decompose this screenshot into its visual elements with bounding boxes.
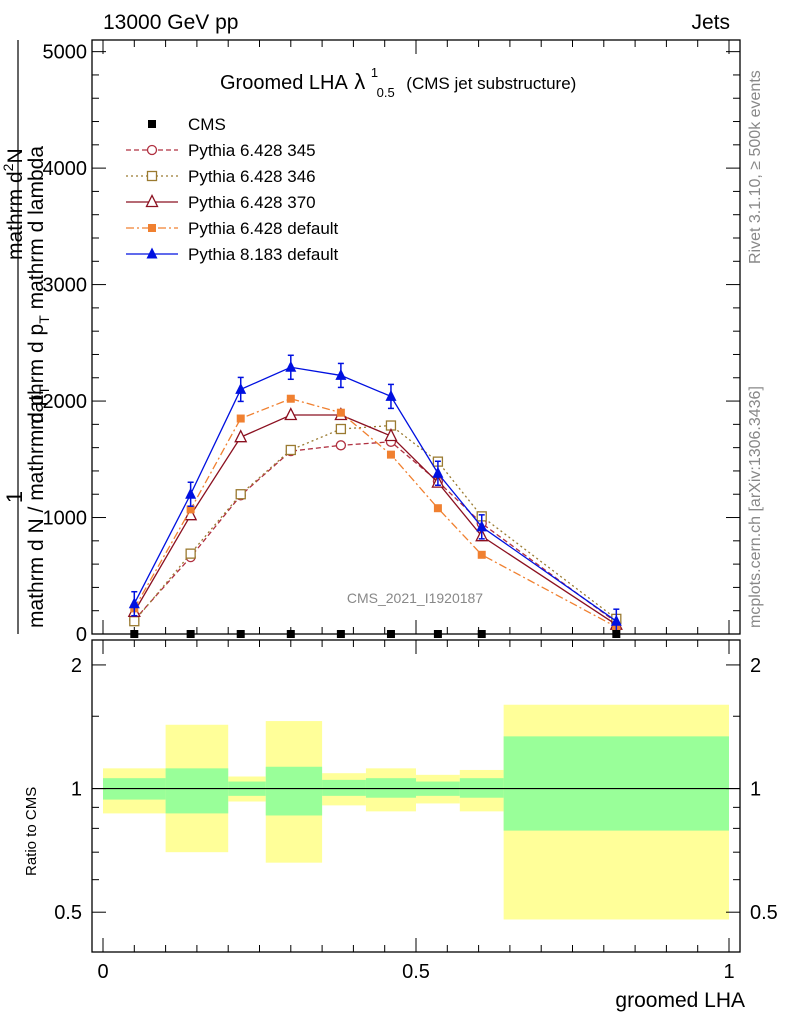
data-point	[335, 440, 347, 451]
legend-marker	[148, 224, 156, 232]
y-axis-denominator-right: mathrm d pT mathrm d lambda	[25, 146, 52, 430]
ratio-tick-label-left: 2	[71, 655, 82, 677]
ratio-band-inner	[165, 768, 229, 814]
legend-label-cms: CMS	[188, 115, 226, 134]
legend-marker	[146, 144, 158, 156]
data-point	[385, 389, 397, 401]
data-point	[185, 487, 197, 499]
legend-item-pythia-6-428-default: Pythia 6.428 default	[126, 219, 339, 238]
ratio-band-inner	[459, 778, 504, 798]
x-tick-label: 1	[723, 961, 734, 983]
ratio-band-inner	[365, 778, 416, 798]
y-axis-denominator: mathrm d N / mathrm d pT	[25, 386, 52, 628]
ratio-tick-label-right: 2	[750, 655, 761, 677]
data-point	[236, 414, 245, 423]
y-tick-label: 5000	[43, 42, 88, 64]
legend-label: Pythia 6.428 346	[188, 167, 316, 186]
data-point	[128, 597, 140, 609]
ratio-band-inner	[265, 766, 323, 816]
ratio-axis-title: Ratio to CMS	[23, 787, 40, 876]
y-axis-numerator: 1	[2, 491, 27, 503]
legend-label: Pythia 8.183 default	[188, 245, 339, 264]
legend-marker	[146, 247, 158, 259]
data-point	[432, 466, 444, 478]
y-tick-label: 0	[76, 624, 87, 646]
legend-marker	[146, 170, 158, 182]
y-tick-label: 3000	[43, 275, 88, 297]
data-point	[286, 394, 295, 403]
x-tick-label: 0.5	[402, 961, 430, 983]
chart-title: Groomed LHA λ 1 0.5 (CMS jet substructur…	[220, 60, 576, 102]
legend-item-pythia-8-183-default: Pythia 8.183 default	[126, 245, 339, 264]
legend-item-cms: CMS	[148, 115, 226, 134]
y-axis-numerator-right: mathrm d2N	[0, 148, 27, 260]
mcplots-label: mcplots.cern.ch [arXiv:1306.3436]	[747, 386, 764, 628]
data-point	[610, 614, 622, 626]
ratio-tick-label-left: 1	[71, 779, 82, 801]
data-point	[284, 407, 298, 421]
y-tick-label: 2000	[43, 391, 88, 413]
series-pythia-8-183-default	[128, 354, 622, 634]
data-point	[285, 360, 297, 372]
data-point	[129, 616, 140, 627]
legend-item-pythia-6-428-346: Pythia 6.428 346	[126, 167, 316, 186]
data-point	[186, 505, 195, 514]
ratio-panel	[92, 704, 740, 920]
data-point	[335, 423, 347, 435]
legend-label: Pythia 6.428 345	[188, 141, 316, 160]
data-point	[235, 489, 246, 500]
ratio-band-inner	[503, 736, 729, 831]
legend: CMS Pythia 6.428 345 Pythia 6.428 346 Pythi…	[126, 115, 339, 264]
ratio-band-inner	[322, 779, 366, 796]
y-tick-label: 1000	[43, 508, 88, 530]
legend-item-pythia-6-428-370: Pythia 6.428 370	[126, 193, 316, 212]
legend-marker	[145, 194, 159, 208]
data-point	[386, 450, 395, 459]
ratio-tick-label-left: 0.5	[54, 902, 82, 924]
data-point	[384, 428, 398, 442]
legend-label: Pythia 6.428 370	[188, 193, 316, 212]
energy-label: 13000 GeV pp	[103, 11, 238, 34]
x-axis-title: groomed LHA	[615, 989, 745, 1012]
axes: 0 1000 2000 3000 4000 5000 0 0.5 1 0.5 0.5 1 1 2 2	[43, 39, 778, 983]
ratio-tick-label-right: 0.5	[750, 902, 778, 924]
data-point	[336, 408, 345, 417]
data-point	[234, 429, 248, 443]
x-tick-label: 0	[97, 961, 108, 983]
main-series	[127, 354, 623, 638]
y-axis-title: 1 mathrm d N / mathrm d pT mathrm d2N ma…	[0, 40, 52, 634]
data-point	[235, 382, 247, 394]
legend-item-pythia-6-428-345: Pythia 6.428 345	[126, 141, 316, 160]
legend-label: Pythia 6.428 default	[188, 219, 339, 238]
data-point	[185, 548, 196, 559]
analysis-watermark: CMS_2021_I1920187	[347, 590, 483, 606]
y-tick-label: 4000	[43, 158, 88, 180]
rivet-label: Rivet 3.1.10, ≥ 500k events	[747, 70, 764, 264]
legend-marker-cms	[148, 120, 156, 128]
data-point	[477, 550, 486, 559]
category-label: Jets	[691, 11, 730, 34]
main-panel	[92, 40, 740, 634]
data-point	[285, 444, 296, 456]
data-point	[476, 520, 488, 532]
main-plot-area	[92, 40, 740, 634]
data-point	[433, 504, 442, 513]
ratio-tick-label-right: 1	[750, 779, 761, 801]
data-point	[335, 368, 347, 380]
